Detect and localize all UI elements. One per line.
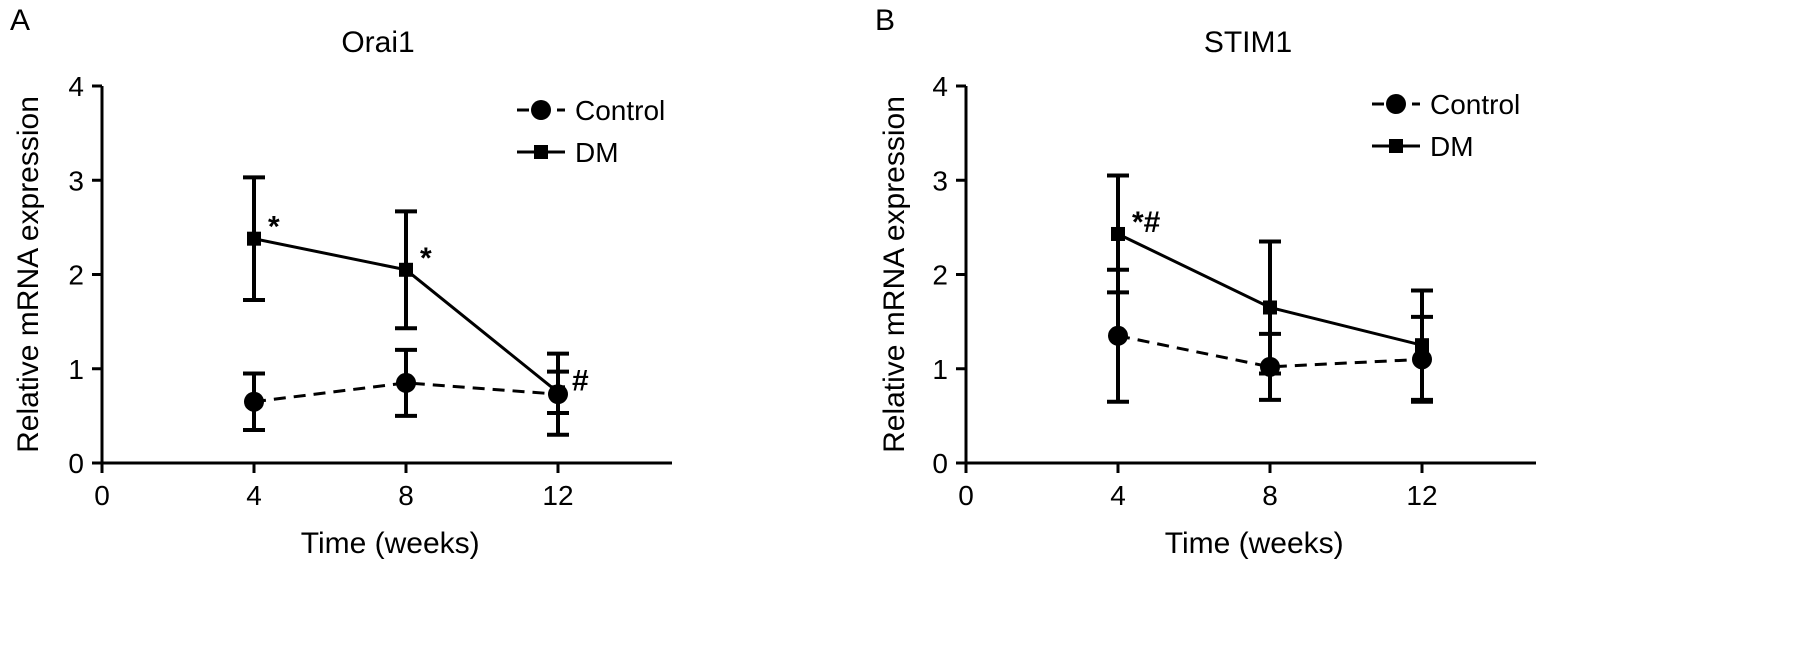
panel-label: B [875, 4, 895, 37]
legend-label-control: Control [575, 95, 665, 126]
legend-label-dm: DM [1430, 131, 1474, 162]
y-tick-label: 3 [68, 165, 84, 196]
data-point-dm [247, 231, 261, 246]
data-point-dm [1415, 338, 1429, 353]
x-axis-title: Time (weeks) [1165, 527, 1344, 560]
data-point-control [396, 372, 416, 393]
y-axis-title: Relative mRNA expression [12, 96, 45, 453]
data-point-dm [551, 385, 565, 400]
x-tick-label: 8 [1262, 480, 1278, 511]
y-tick-label: 0 [932, 448, 948, 479]
y-tick-label: 0 [68, 448, 84, 479]
y-tick-label: 3 [932, 165, 948, 196]
x-tick-label: 4 [246, 480, 262, 511]
data-point-dm [399, 262, 413, 277]
y-tick-label: 4 [932, 71, 948, 102]
legend-marker-dm [534, 145, 548, 159]
legend: Control DM [1372, 89, 1520, 162]
data-point-control [1108, 325, 1128, 346]
x-tick-label: 0 [94, 480, 110, 511]
y-tick-label: 1 [68, 354, 84, 385]
legend-label-control: Control [1430, 89, 1520, 120]
data-point-dm [1111, 226, 1125, 241]
x-axis-title: Time (weeks) [301, 527, 480, 560]
legend-marker-control [531, 100, 551, 120]
significance-marker: * [420, 242, 432, 275]
panel-label: A [10, 4, 30, 37]
data-point-dm [1263, 300, 1277, 315]
x-tick-label: 12 [542, 480, 573, 511]
legend-marker-dm [1389, 139, 1403, 153]
significance-marker: *# [1132, 206, 1161, 239]
y-axis-title: Relative mRNA expression [878, 96, 911, 453]
legend-marker-control [1386, 94, 1406, 114]
chart-title: STIM1 [1204, 26, 1292, 59]
significance-marker: # [572, 364, 589, 397]
y-tick-label: 2 [68, 260, 84, 291]
chart-title: Orai1 [341, 26, 414, 59]
x-tick-label: 4 [1110, 480, 1126, 511]
series-line-control [253, 381, 559, 404]
significance-marker: * [268, 211, 280, 244]
x-tick-label: 0 [958, 480, 974, 511]
series-line-control [1117, 334, 1423, 369]
legend: Control DM [517, 95, 665, 168]
legend-label-dm: DM [575, 137, 619, 168]
y-tick-label: 4 [68, 71, 84, 102]
y-tick-label: 1 [932, 354, 948, 385]
x-tick-label: 8 [398, 480, 414, 511]
x-tick-label: 12 [1406, 480, 1437, 511]
y-tick-label: 2 [932, 260, 948, 291]
data-point-control [244, 391, 264, 412]
